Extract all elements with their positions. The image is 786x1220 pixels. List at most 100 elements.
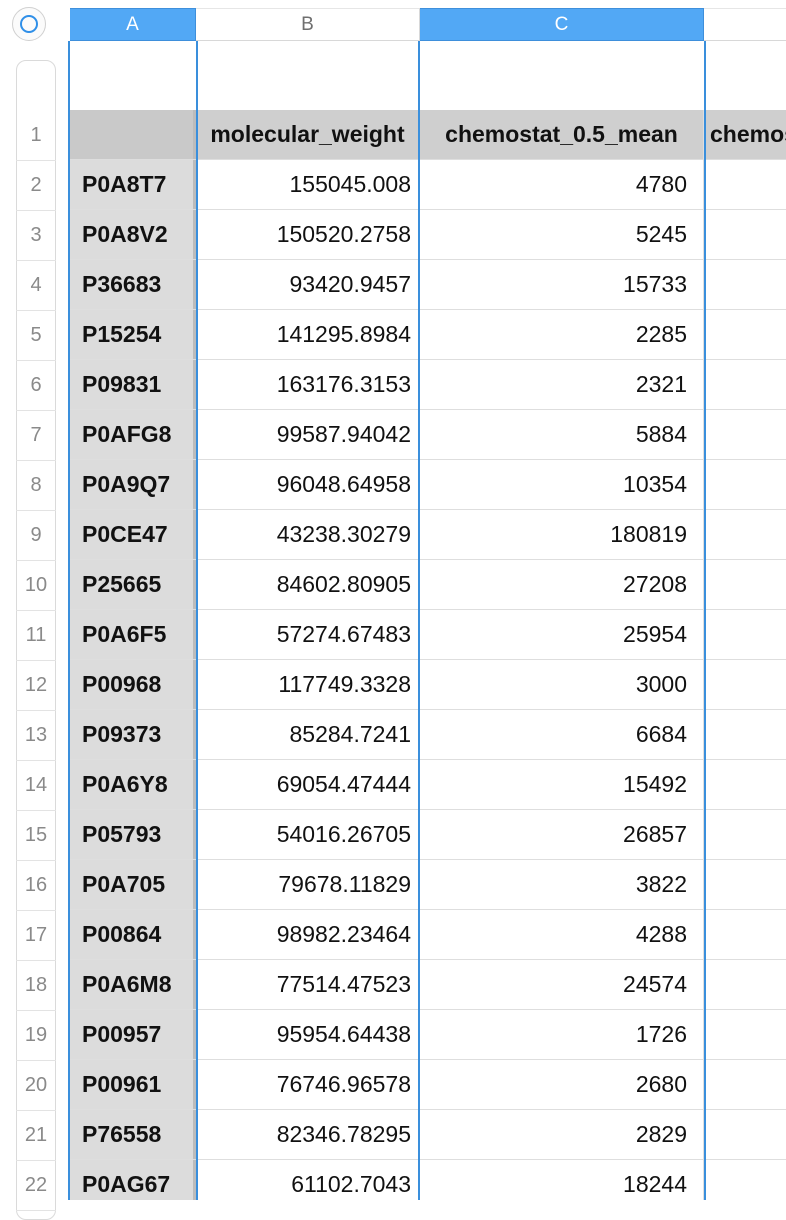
protein-id-cell[interactable]: P0AG67 [70, 1160, 196, 1200]
chemostat-mean-cell[interactable]: 3000 [420, 660, 704, 709]
select-all-button[interactable] [12, 7, 46, 41]
row-number[interactable]: 9 [30, 523, 42, 546]
molecular-weight-cell[interactable]: 77514.47523 [196, 960, 420, 1009]
molecular-weight-cell[interactable]: 61102.7043 [196, 1160, 420, 1200]
chemostat-mean-cell[interactable]: 5245 [420, 210, 704, 259]
molecular-weight-cell[interactable]: 93420.9457 [196, 260, 420, 309]
protein-id-cell[interactable]: P0A6M8 [70, 960, 196, 1009]
molecular-weight-cell[interactable]: 150520.2758 [196, 210, 420, 259]
row-number[interactable]: 21 [24, 1123, 48, 1146]
protein-id-cell[interactable]: P05793 [70, 810, 196, 859]
molecular-weight-cell[interactable]: 163176.3153 [196, 360, 420, 409]
empty-cell[interactable] [704, 910, 786, 959]
molecular-weight-cell[interactable]: 82346.78295 [196, 1110, 420, 1159]
empty-cell[interactable] [704, 510, 786, 559]
row-number[interactable]: 1 [30, 123, 42, 146]
molecular-weight-cell[interactable]: 85284.7241 [196, 710, 420, 759]
chemostat-mean-cell[interactable]: 5884 [420, 410, 704, 459]
protein-id-cell[interactable]: P0A705 [70, 860, 196, 909]
empty-cell[interactable] [704, 860, 786, 909]
empty-cell[interactable] [704, 260, 786, 309]
header-cell-molecular-weight[interactable]: molecular_weight [196, 110, 420, 159]
protein-id-cell[interactable]: P76558 [70, 1110, 196, 1159]
empty-cell[interactable] [704, 1110, 786, 1159]
chemostat-mean-cell[interactable]: 25954 [420, 610, 704, 659]
protein-id-cell[interactable]: P0AFG8 [70, 410, 196, 459]
protein-id-cell[interactable]: P36683 [70, 260, 196, 309]
molecular-weight-cell[interactable]: 99587.94042 [196, 410, 420, 459]
chemostat-mean-cell[interactable]: 26857 [420, 810, 704, 859]
chemostat-mean-cell[interactable]: 18244 [420, 1160, 704, 1200]
chemostat-mean-cell[interactable]: 4780 [420, 160, 704, 209]
chemostat-mean-cell[interactable]: 180819 [420, 510, 704, 559]
protein-id-cell[interactable]: P0CE47 [70, 510, 196, 559]
empty-cell[interactable] [704, 660, 786, 709]
chemostat-mean-cell[interactable]: 2321 [420, 360, 704, 409]
molecular-weight-cell[interactable]: 98982.23464 [196, 910, 420, 959]
protein-id-cell[interactable]: P0A8V2 [70, 210, 196, 259]
chemostat-mean-cell[interactable]: 10354 [420, 460, 704, 509]
chemostat-mean-cell[interactable]: 2680 [420, 1060, 704, 1109]
header-cell-chemostat-mean[interactable]: chemostat_0.5_mean [420, 110, 704, 159]
empty-cell[interactable] [704, 410, 786, 459]
empty-cell[interactable] [704, 1010, 786, 1059]
header-cell-a[interactable] [70, 110, 196, 159]
protein-id-cell[interactable]: P09831 [70, 360, 196, 409]
row-number[interactable]: 4 [30, 273, 42, 296]
row-number[interactable]: 17 [24, 923, 48, 946]
row-number[interactable]: 7 [30, 423, 42, 446]
chemostat-mean-cell[interactable]: 3822 [420, 860, 704, 909]
protein-id-cell[interactable]: P0A8T7 [70, 160, 196, 209]
chemostat-mean-cell[interactable]: 27208 [420, 560, 704, 609]
protein-id-cell[interactable]: P0A9Q7 [70, 460, 196, 509]
row-number[interactable]: 10 [24, 573, 48, 596]
row-number[interactable]: 6 [30, 373, 42, 396]
molecular-weight-cell[interactable]: 43238.30279 [196, 510, 420, 559]
column-header-d[interactable] [704, 8, 786, 41]
chemostat-mean-cell[interactable]: 15492 [420, 760, 704, 809]
row-number[interactable]: 15 [24, 823, 48, 846]
empty-cell[interactable] [704, 1160, 786, 1200]
chemostat-mean-cell[interactable]: 2829 [420, 1110, 704, 1159]
column-header-a[interactable]: A [70, 8, 196, 41]
empty-cell[interactable] [704, 960, 786, 1009]
header-cell-chemostat-next[interactable]: chemostat_0.5_ [704, 110, 786, 159]
molecular-weight-cell[interactable]: 84602.80905 [196, 560, 420, 609]
row-number[interactable]: 14 [24, 773, 48, 796]
row-number[interactable]: 19 [24, 1023, 48, 1046]
molecular-weight-cell[interactable]: 141295.8984 [196, 310, 420, 359]
column-header-b[interactable]: B [196, 8, 420, 41]
empty-cell[interactable] [704, 760, 786, 809]
protein-id-cell[interactable]: P0A6Y8 [70, 760, 196, 809]
molecular-weight-cell[interactable]: 54016.26705 [196, 810, 420, 859]
chemostat-mean-cell[interactable]: 24574 [420, 960, 704, 1009]
empty-cell[interactable] [704, 810, 786, 859]
molecular-weight-cell[interactable]: 96048.64958 [196, 460, 420, 509]
row-number[interactable]: 18 [24, 973, 48, 996]
chemostat-mean-cell[interactable]: 6684 [420, 710, 704, 759]
protein-id-cell[interactable]: P00957 [70, 1010, 196, 1059]
molecular-weight-cell[interactable]: 155045.008 [196, 160, 420, 209]
row-number[interactable]: 5 [30, 323, 42, 346]
molecular-weight-cell[interactable]: 117749.3328 [196, 660, 420, 709]
protein-id-cell[interactable]: P0A6F5 [70, 610, 196, 659]
empty-cell[interactable] [704, 1060, 786, 1109]
chemostat-mean-cell[interactable]: 2285 [420, 310, 704, 359]
molecular-weight-cell[interactable]: 79678.11829 [196, 860, 420, 909]
column-header-c[interactable]: C [420, 8, 704, 41]
empty-cell[interactable] [704, 710, 786, 759]
chemostat-mean-cell[interactable]: 15733 [420, 260, 704, 309]
row-number[interactable]: 11 [25, 623, 47, 646]
row-number[interactable]: 13 [24, 723, 48, 746]
molecular-weight-cell[interactable]: 95954.64438 [196, 1010, 420, 1059]
protein-id-cell[interactable]: P25665 [70, 560, 196, 609]
molecular-weight-cell[interactable]: 57274.67483 [196, 610, 420, 659]
empty-cell[interactable] [704, 310, 786, 359]
protein-id-cell[interactable]: P15254 [70, 310, 196, 359]
row-number[interactable]: 3 [30, 223, 42, 246]
row-number[interactable]: 16 [24, 873, 48, 896]
row-number[interactable]: 20 [24, 1073, 48, 1096]
empty-cell[interactable] [704, 160, 786, 209]
row-number[interactable]: 2 [30, 173, 42, 196]
empty-cell[interactable] [704, 610, 786, 659]
